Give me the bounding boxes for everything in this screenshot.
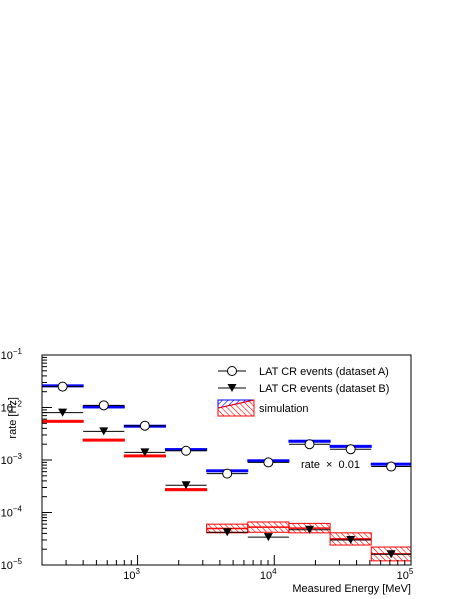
y-tick-exp-4: −1 xyxy=(13,347,23,356)
y-tick-exp-2: −3 xyxy=(13,452,23,461)
data-points xyxy=(42,381,411,559)
y-tick-exp-0: −5 xyxy=(13,557,23,566)
point-a-6 xyxy=(304,439,315,450)
annotation-prefix: rate xyxy=(301,459,320,471)
x-tick-exp-1: 4 xyxy=(272,567,277,576)
point-b-5 xyxy=(263,533,273,542)
x-tick-exp-2: 5 xyxy=(409,567,414,576)
point-b-8 xyxy=(386,550,396,559)
x-tick-label-1: 104 xyxy=(260,567,277,582)
point-b-0 xyxy=(58,408,68,417)
point-b-6 xyxy=(305,525,315,534)
point-a-5 xyxy=(263,457,274,468)
x-tick-label-2: 105 xyxy=(397,567,414,582)
y-tick-label-2: 10−3 xyxy=(1,452,23,467)
legend-entry-dataset-a: LAT CR events (dataset A) xyxy=(218,366,389,378)
annotation-symbol: × xyxy=(326,459,332,471)
point-b-4 xyxy=(222,528,232,537)
legend-entry-simulation: simulation xyxy=(217,399,309,417)
point-b-7 xyxy=(346,535,356,544)
legend-a-label: LAT CR events (dataset A) xyxy=(259,366,389,378)
legend-sim-label: simulation xyxy=(259,403,309,415)
point-a-1 xyxy=(98,400,109,411)
point-a-0 xyxy=(57,381,68,392)
point-a-4 xyxy=(222,468,233,479)
y-tick-exp-1: −4 xyxy=(13,505,23,514)
point-a-8 xyxy=(386,461,397,472)
point-b-1 xyxy=(99,427,109,436)
point-a-3 xyxy=(181,445,192,456)
legend-entry-dataset-b: LAT CR events (dataset B) xyxy=(218,383,389,395)
y-tick-label-4: 10−1 xyxy=(1,347,23,362)
legend-sim-red-swatch xyxy=(217,399,255,417)
y-tick-exp-3: −2 xyxy=(13,400,23,409)
scale-annotation: rate × 0.01 xyxy=(301,459,360,471)
y-tick-label-0: 10−5 xyxy=(1,557,23,572)
x-axis-title: Measured Energy [MeV] xyxy=(292,583,411,595)
legend: LAT CR events (dataset A) LAT CR events … xyxy=(217,366,389,417)
point-a-7 xyxy=(345,444,356,455)
x-tick-exp-0: 3 xyxy=(135,567,140,576)
annotation-value: 0.01 xyxy=(339,459,360,471)
y-tick-label-1: 10−4 xyxy=(1,505,23,520)
legend-b-marker xyxy=(227,384,237,392)
point-b-3 xyxy=(181,481,191,490)
legend-a-marker xyxy=(227,366,237,376)
point-a-2 xyxy=(139,420,150,431)
y-axis-title: rate [Hz] xyxy=(7,397,19,439)
point-b-2 xyxy=(140,448,150,457)
x-tick-label-0: 103 xyxy=(123,567,140,582)
legend-b-label: LAT CR events (dataset B) xyxy=(259,383,389,395)
